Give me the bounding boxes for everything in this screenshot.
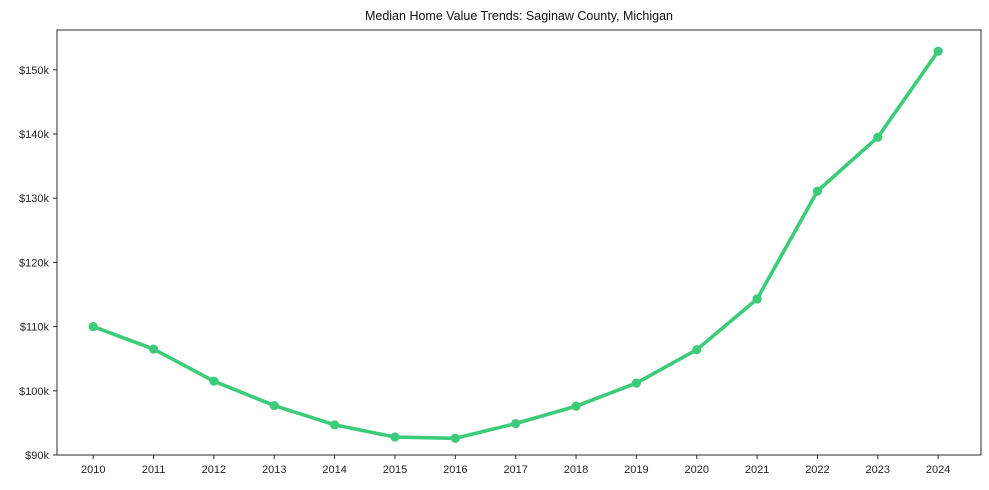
data-point-marker — [390, 432, 400, 442]
x-tick-label: 2016 — [443, 464, 467, 476]
x-tick-label: 2023 — [866, 464, 890, 476]
x-tick-label: 2011 — [142, 464, 166, 476]
y-tick-label: $90k — [25, 450, 49, 462]
y-tick-label: $140k — [19, 129, 49, 141]
plot-border — [56, 29, 982, 456]
chart-title: Median Home Value Trends: Saginaw County… — [365, 9, 673, 23]
data-point-marker — [450, 433, 460, 443]
x-tick-label: 2022 — [805, 464, 829, 476]
data-point-marker — [933, 46, 943, 56]
y-tick-label: $120k — [19, 257, 49, 269]
line-series — [91, 49, 940, 441]
data-point-marker — [812, 186, 823, 196]
x-tick-label: 2019 — [624, 464, 648, 476]
plot-area: $90k $100k $110k $120k $130k $140k $150k 2010 20… — [19, 29, 982, 476]
data-point-marker — [692, 345, 702, 355]
y-tick-label: $130k — [19, 193, 49, 205]
x-tick-label: 2014 — [322, 464, 346, 476]
data-point-marker — [148, 344, 159, 354]
data-point-marker — [631, 378, 641, 388]
data-point-marker — [88, 322, 98, 332]
x-tick-label: 2012 — [202, 464, 226, 476]
x-tick-label: 2013 — [262, 464, 286, 476]
y-tick-label: $150k — [19, 65, 49, 77]
data-point-marker — [752, 294, 762, 304]
x-tick-label: 2010 — [81, 464, 105, 476]
data-point-marker — [269, 400, 279, 411]
x-tick-label: 2018 — [564, 464, 588, 476]
y-tick-label: $110k — [20, 322, 50, 334]
data-point-marker — [209, 376, 219, 386]
x-tick-label: 2020 — [684, 464, 708, 476]
data-point-marker — [571, 401, 581, 411]
data-point-marker — [330, 420, 340, 430]
data-point-marker — [511, 418, 521, 429]
x-tick-label: 2017 — [503, 464, 527, 476]
x-tick-label: 2024 — [926, 464, 950, 476]
y-tick-label: $100k — [19, 386, 49, 398]
data-point-marker — [873, 132, 883, 142]
x-tick-label: 2015 — [383, 464, 407, 476]
x-tick-label: 2021 — [745, 464, 769, 476]
